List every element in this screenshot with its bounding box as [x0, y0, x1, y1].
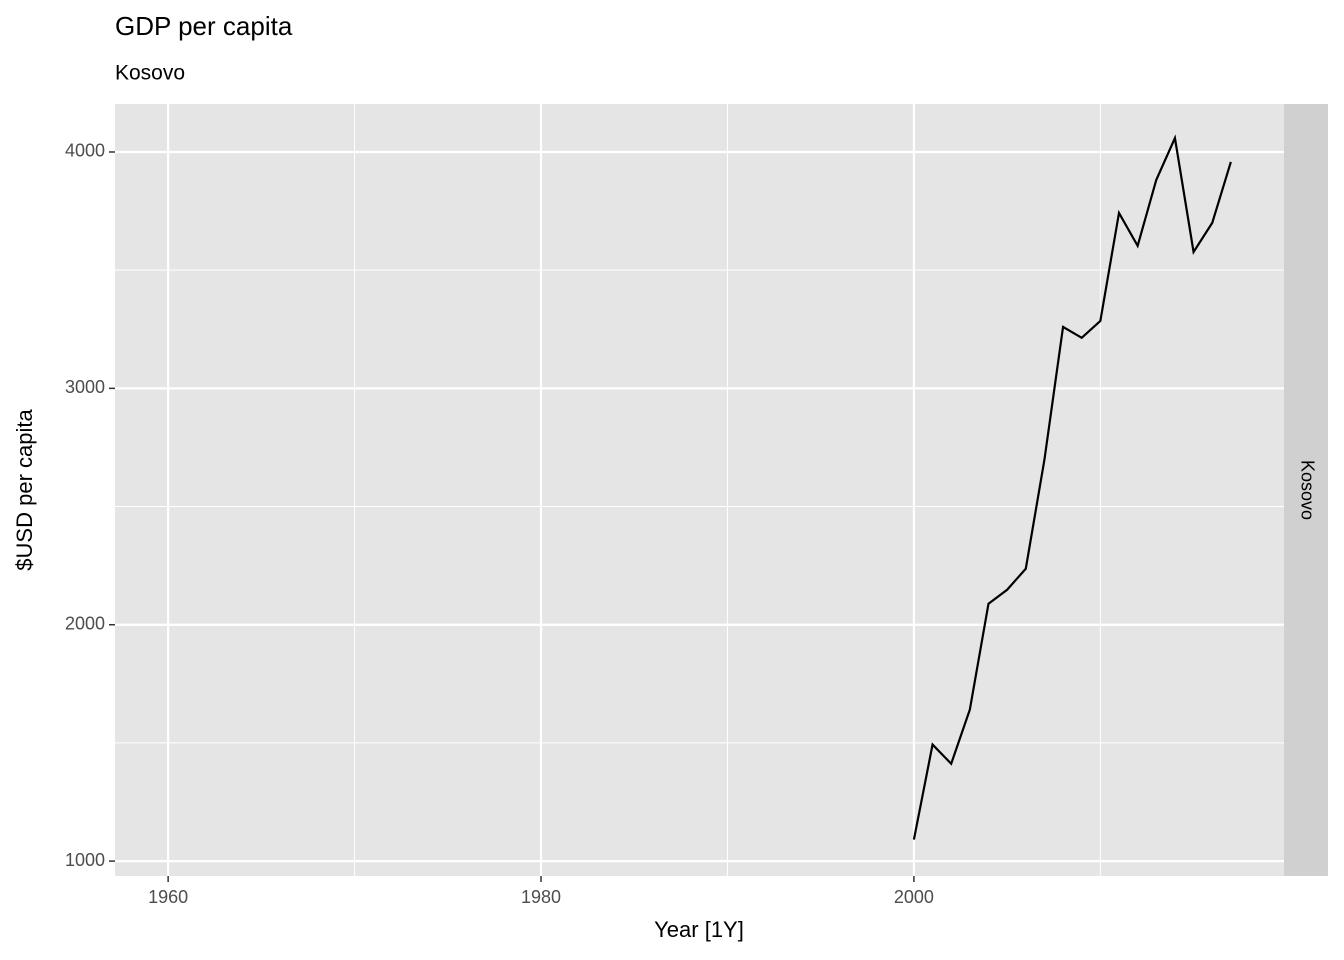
y-tick-label: 3000 — [65, 377, 105, 397]
chart-title: GDP per capita — [115, 11, 293, 41]
facet-strip — [1284, 104, 1328, 876]
facet-label: Kosovo — [1297, 460, 1317, 520]
x-axis-label: Year [1Y] — [654, 917, 744, 942]
y-axis-label: $USD per capita — [12, 409, 37, 571]
chart-subtitle: Kosovo — [115, 62, 185, 85]
y-tick-label: 1000 — [65, 850, 105, 870]
y-tick-label: 4000 — [65, 141, 105, 161]
x-tick-label: 2000 — [894, 887, 934, 907]
x-tick-label: 1980 — [521, 887, 561, 907]
x-tick-label: 1960 — [148, 887, 188, 907]
line-series — [912, 134, 1232, 840]
y-tick-label: 2000 — [65, 613, 105, 633]
panel — [115, 104, 1284, 876]
